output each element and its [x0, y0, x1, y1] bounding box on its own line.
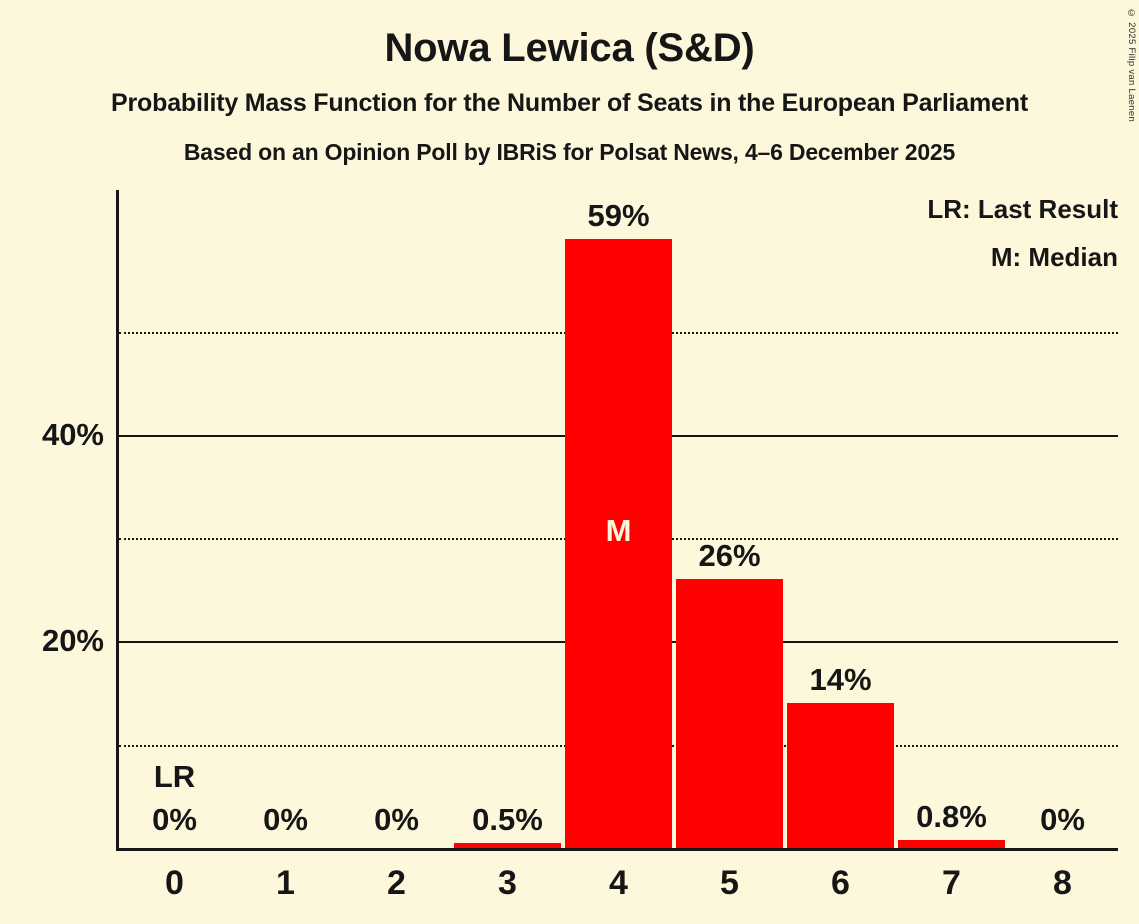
legend-entry-last-result: LR: Last Result — [927, 194, 1118, 224]
bar-value-label: 0.8% — [916, 798, 987, 834]
copyright-notice: © 2025 Filip van Laenen — [1126, 8, 1137, 123]
y-axis-line — [116, 190, 119, 850]
median-marker: M — [605, 513, 632, 549]
bar[interactable] — [898, 839, 1005, 848]
chart-title: Nowa Lewica (S&D) — [384, 26, 755, 70]
bar-slot: 26% — [676, 190, 783, 848]
bar[interactable] — [454, 842, 561, 848]
bar-slot: 0.5% — [454, 190, 561, 848]
bar-slot: 0% — [343, 190, 450, 848]
x-tick-label-6: 6 — [831, 864, 850, 902]
bar-value-label: 0% — [374, 802, 419, 837]
bar-slot: 0% — [1009, 190, 1116, 848]
last-result-marker: LR — [153, 759, 196, 794]
bar-value-label: 0% — [1040, 802, 1085, 837]
chart-subtitle: Probability Mass Function for the Number… — [111, 89, 1028, 117]
chart-legend: LR: Last Result M: Median — [927, 185, 1118, 281]
x-tick-label-3: 3 — [498, 864, 517, 902]
bar-slot: 59% M — [565, 190, 672, 848]
bar-slot: 14% — [787, 190, 894, 848]
bar[interactable] — [787, 703, 894, 848]
y-tick-label-20: 20% — [41, 623, 104, 659]
chart-source-note: Based on an Opinion Poll by IBRiS for Po… — [183, 139, 956, 165]
bar-value-label: 26% — [698, 538, 761, 574]
bar-value-label: 0.5% — [472, 801, 543, 837]
bar-value-label: 59% — [587, 197, 650, 233]
x-tick-label-8: 8 — [1053, 864, 1072, 902]
bar-slot: 0.8% — [898, 190, 1005, 848]
bar-value-label: 14% — [809, 662, 872, 698]
y-tick-label-40: 40% — [41, 416, 104, 452]
legend-entry-median: M: Median — [990, 242, 1118, 272]
bar-value-label: 0% — [263, 802, 308, 837]
bar[interactable] — [676, 579, 783, 848]
x-tick-label-4: 4 — [609, 864, 628, 902]
x-tick-label-7: 7 — [942, 864, 961, 902]
x-axis-line — [116, 848, 1118, 851]
x-tick-label-0: 0 — [165, 864, 184, 902]
bar-slot: 0% LR — [121, 190, 228, 848]
plot-area: 0% LR 0% 0% 0.5% 59% M 26% 14% 0.8% 0% — [116, 190, 1118, 851]
x-tick-label-2: 2 — [387, 864, 406, 902]
bar-value-label: 0% — [152, 802, 197, 837]
x-tick-label-5: 5 — [720, 864, 739, 902]
bar[interactable] — [565, 238, 672, 848]
x-tick-label-1: 1 — [276, 864, 295, 902]
bar-slot: 0% — [232, 190, 339, 848]
